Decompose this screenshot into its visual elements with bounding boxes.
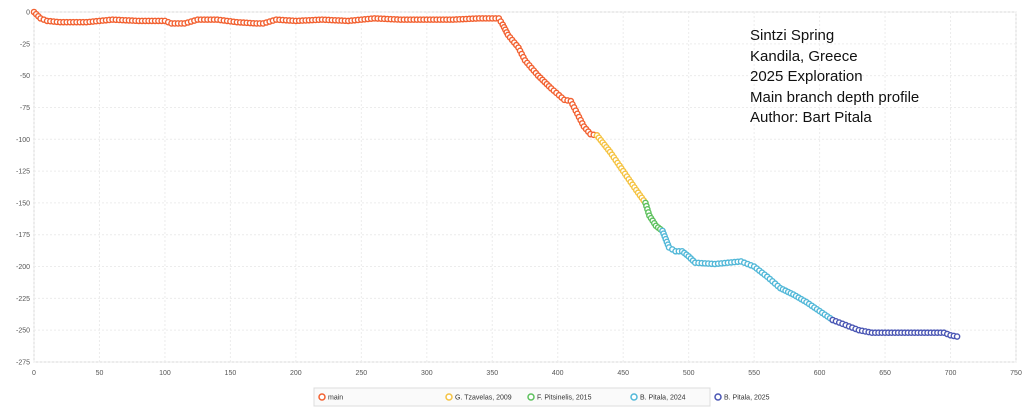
legend-label: G. Tzavelas, 2009	[455, 395, 512, 402]
x-tick-label: 400	[552, 370, 564, 377]
legend-item[interactable]: B. Pitala, 2024	[630, 393, 686, 402]
series-4	[829, 316, 961, 340]
legend-marker-icon	[445, 393, 453, 401]
x-tick-label: 450	[617, 370, 629, 377]
legend-box	[313, 387, 711, 407]
y-tick-label: -175	[16, 232, 30, 239]
series-3	[659, 227, 836, 324]
x-tick-label: 100	[159, 370, 171, 377]
x-tick-label: 700	[945, 370, 957, 377]
y-tick-label: -25	[20, 41, 30, 48]
annotation-line: Kandila, Greece	[750, 48, 858, 65]
x-tick-label: 250	[355, 370, 367, 377]
legend-marker-icon	[527, 393, 535, 401]
annotation-line: Author: Bart Pitala	[750, 109, 872, 126]
series-0	[30, 8, 601, 139]
legend-item[interactable]: F. Pitsinelis, 2015	[527, 393, 592, 402]
y-tick-label: 0	[26, 10, 30, 17]
x-tick-label: 200	[290, 370, 302, 377]
annotation-line: Main branch depth profile	[750, 89, 919, 106]
y-tick-label: -100	[16, 137, 30, 144]
legend-label: main	[328, 395, 343, 402]
legend: main G. Tzavelas, 2009 F. Pitsinelis, 2015…	[318, 393, 770, 402]
legend-item[interactable]: B. Pitala, 2025	[714, 393, 770, 402]
y-tick-label: -75	[20, 105, 30, 112]
series-1	[593, 132, 649, 207]
y-tick-label: -275	[16, 360, 30, 367]
legend-marker-icon	[630, 393, 638, 401]
legend-label: F. Pitsinelis, 2015	[537, 395, 592, 402]
legend-marker-icon	[714, 393, 722, 401]
y-tick-label: -200	[16, 264, 30, 271]
x-tick-label: 750	[1010, 370, 1022, 377]
x-tick-label: 350	[486, 370, 498, 377]
y-tick-label: -225	[16, 296, 30, 303]
legend-label: B. Pitala, 2024	[640, 395, 686, 402]
legend-label: B. Pitala, 2025	[724, 395, 770, 402]
x-tick-label: 500	[683, 370, 695, 377]
plot-area	[33, 11, 1017, 363]
annotation-line: 2025 Exploration	[750, 68, 863, 85]
annotation-box: Sintzi Spring Kandila, Greece 2025 Explo…	[750, 27, 919, 126]
y-tick-label: -150	[16, 200, 30, 207]
axes: 0 50 100 150 200 250 300 350 400 450 500 550 600 650 7…	[16, 10, 1022, 378]
x-tick-label: 650	[879, 370, 891, 377]
series-layer	[30, 8, 961, 340]
x-tick-label: 550	[748, 370, 760, 377]
legend-item[interactable]: G. Tzavelas, 2009	[445, 393, 512, 402]
legend-marker-icon	[318, 393, 326, 401]
x-tick-label: 50	[96, 370, 104, 377]
x-tick-label: 0	[32, 370, 36, 377]
x-tick-label: 300	[421, 370, 433, 377]
y-tick-label: -50	[20, 73, 30, 80]
y-tick-label: -125	[16, 169, 30, 176]
data-point	[953, 333, 961, 340]
y-tick-label: -250	[16, 328, 30, 335]
x-tick-label: 150	[225, 370, 237, 377]
annotation-line: Sintzi Spring	[750, 27, 834, 44]
x-tick-label: 600	[814, 370, 826, 377]
legend-item[interactable]: main	[318, 393, 343, 402]
